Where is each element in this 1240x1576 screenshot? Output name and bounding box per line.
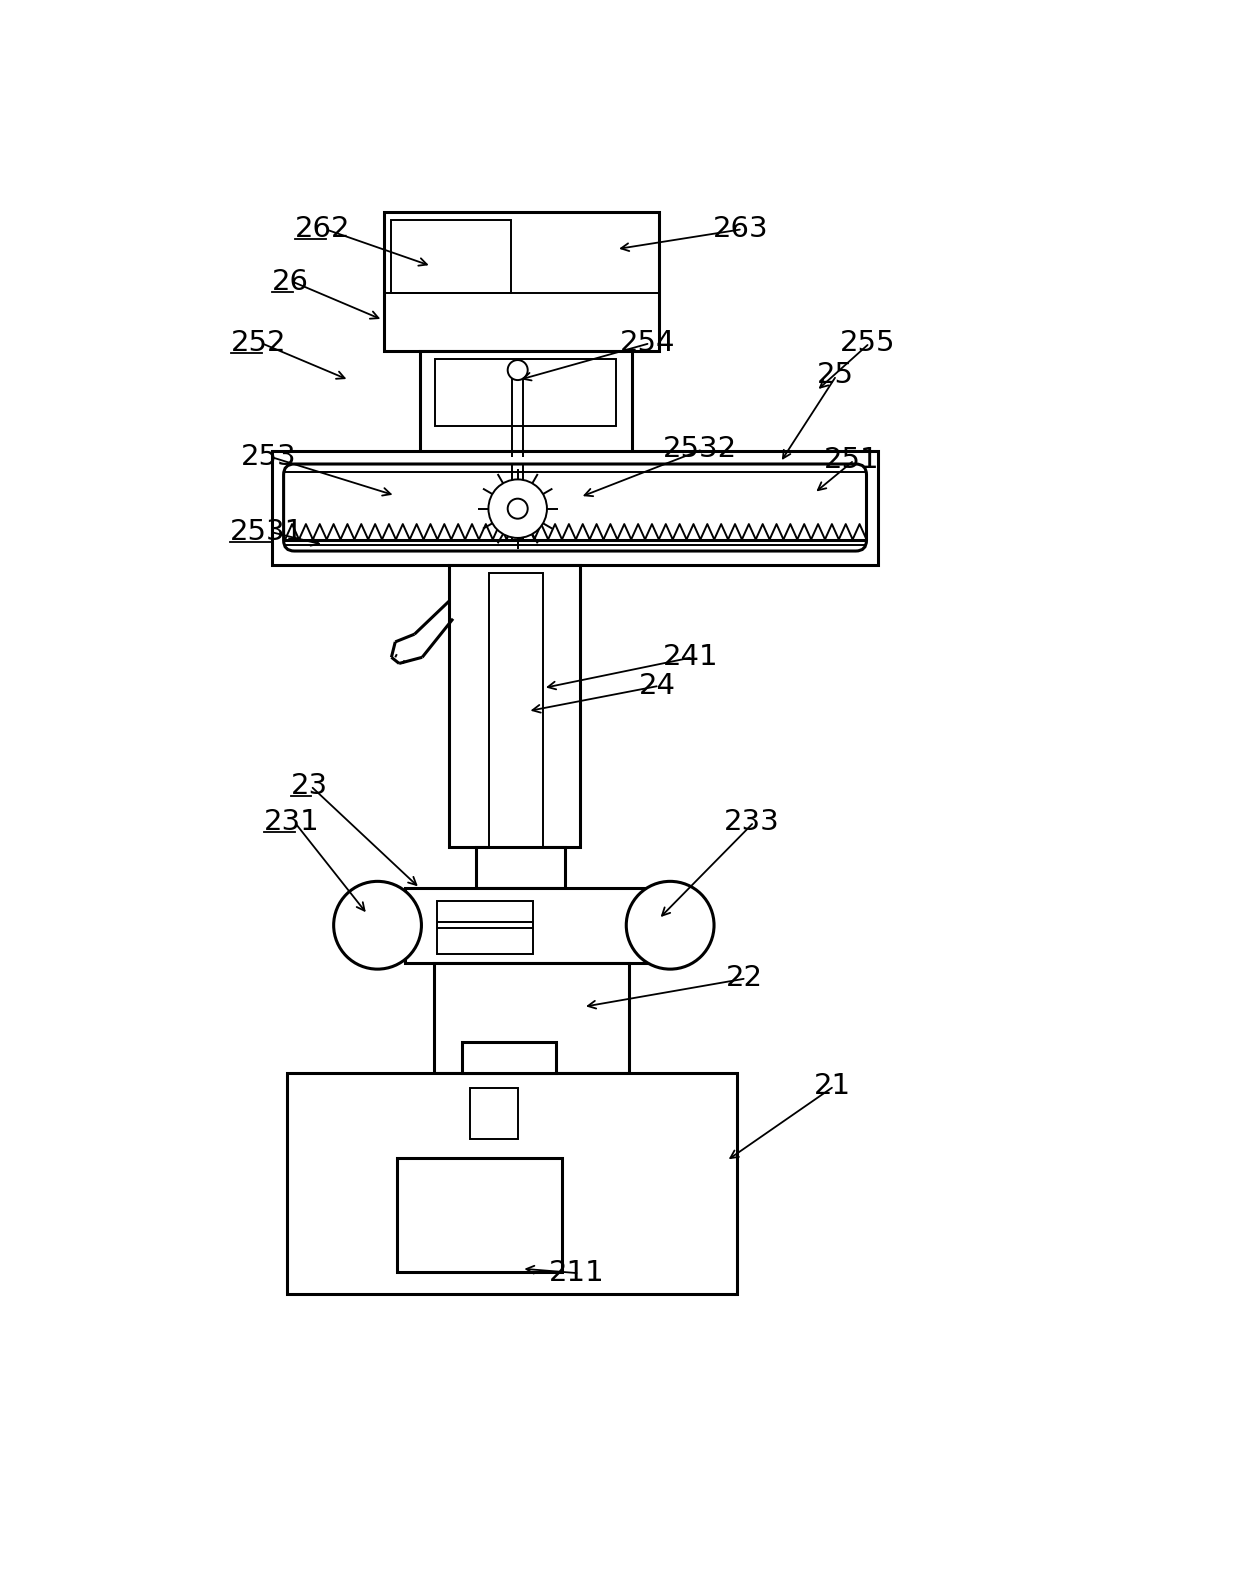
Bar bbox=[288, 1073, 737, 1294]
Bar bbox=[435, 358, 616, 426]
Text: 24: 24 bbox=[640, 671, 676, 700]
Text: 263: 263 bbox=[713, 216, 768, 243]
Bar bbox=[397, 1158, 563, 1272]
Text: 2531: 2531 bbox=[229, 519, 304, 545]
Circle shape bbox=[626, 881, 714, 969]
Text: 233: 233 bbox=[724, 808, 780, 835]
Bar bbox=[449, 564, 580, 848]
Bar bbox=[392, 221, 511, 293]
Bar bbox=[404, 887, 670, 963]
Text: 262: 262 bbox=[295, 216, 351, 243]
Bar bbox=[272, 451, 878, 564]
Text: 22: 22 bbox=[727, 965, 764, 993]
Text: 23: 23 bbox=[290, 772, 327, 801]
Bar bbox=[436, 901, 533, 953]
Circle shape bbox=[334, 881, 422, 969]
Bar bbox=[470, 1089, 517, 1138]
Circle shape bbox=[507, 498, 528, 519]
Text: 231: 231 bbox=[264, 808, 320, 835]
Text: 211: 211 bbox=[549, 1259, 605, 1288]
Text: 252: 252 bbox=[231, 329, 286, 358]
Text: 251: 251 bbox=[825, 446, 879, 474]
FancyBboxPatch shape bbox=[284, 463, 867, 552]
Text: 253: 253 bbox=[242, 443, 296, 471]
Bar bbox=[490, 572, 543, 848]
Text: 255: 255 bbox=[839, 329, 895, 358]
Bar bbox=[463, 1042, 557, 1073]
Text: 254: 254 bbox=[620, 329, 676, 358]
Text: 241: 241 bbox=[662, 643, 718, 671]
Text: 2532: 2532 bbox=[662, 435, 737, 463]
Bar bbox=[420, 351, 631, 457]
Bar bbox=[434, 963, 630, 1073]
Circle shape bbox=[507, 359, 528, 380]
Text: 26: 26 bbox=[272, 268, 309, 296]
Bar bbox=[476, 848, 564, 887]
Text: 21: 21 bbox=[815, 1072, 852, 1100]
Text: 25: 25 bbox=[816, 361, 853, 389]
Circle shape bbox=[489, 479, 547, 537]
Bar bbox=[383, 213, 660, 351]
